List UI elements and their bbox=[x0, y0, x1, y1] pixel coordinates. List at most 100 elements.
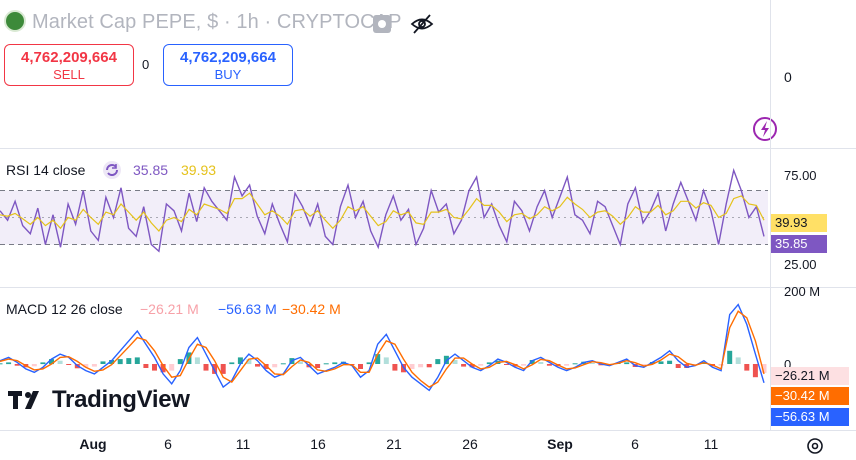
macd-value-badge: −56.63 M bbox=[771, 408, 849, 426]
tradingview-watermark[interactable]: TradingView bbox=[8, 386, 190, 414]
macd-histogram-bar bbox=[117, 359, 123, 365]
eye-hidden-icon[interactable] bbox=[410, 13, 434, 35]
macd-histogram-bar bbox=[177, 359, 183, 365]
macd-legend-macd: −56.63 M bbox=[218, 301, 277, 317]
macd-histogram-bar bbox=[744, 364, 750, 371]
tradingview-logo-icon bbox=[8, 391, 39, 409]
macd-histogram-bar bbox=[375, 354, 381, 364]
macd-histogram-bar bbox=[83, 364, 89, 368]
x-label-6-sep: 6 bbox=[631, 436, 639, 452]
macd-histogram-bar bbox=[692, 364, 698, 365]
rsi-tick-75: 75.00 bbox=[784, 168, 817, 183]
macd-histogram-bar bbox=[323, 363, 329, 365]
macd-histogram-bar bbox=[486, 362, 492, 365]
buy-label: BUY bbox=[214, 67, 242, 82]
tradingview-wordmark: TradingView bbox=[52, 386, 190, 413]
macd-histogram-bar bbox=[718, 364, 724, 366]
macd-tick-0: 0 bbox=[784, 357, 792, 372]
spread-value: 0 bbox=[142, 57, 150, 72]
macd-histogram-bar bbox=[735, 357, 741, 364]
macd-histogram-bar bbox=[246, 359, 252, 365]
time-axis-border bbox=[0, 430, 856, 431]
macd-histogram-bar bbox=[212, 364, 218, 374]
macd-histogram-bar bbox=[752, 364, 758, 378]
lightning-icon[interactable] bbox=[752, 116, 778, 142]
symbol-logo bbox=[4, 10, 26, 32]
x-label-16: 16 bbox=[310, 436, 326, 452]
macd-histogram-bar bbox=[538, 362, 544, 364]
macd-histogram-bar bbox=[169, 364, 175, 371]
x-label-21: 21 bbox=[386, 436, 402, 452]
sell-price: 4,762,209,664 bbox=[21, 49, 117, 66]
macd-histogram-bar bbox=[152, 364, 157, 371]
macd-histogram-bar bbox=[392, 364, 398, 371]
rsi-value-badge: 35.85 bbox=[771, 235, 827, 253]
macd-histogram-bar bbox=[504, 364, 509, 365]
macd-histogram-bar bbox=[452, 360, 458, 364]
sell-label: SELL bbox=[53, 67, 85, 82]
x-label-sep: Sep bbox=[547, 436, 573, 452]
price-axis-border bbox=[770, 0, 771, 430]
macd-tick-200m: 200 M bbox=[784, 284, 821, 299]
macd-histogram-bar bbox=[134, 357, 140, 364]
macd-histogram-bar bbox=[126, 358, 132, 364]
macd-histogram-bar bbox=[641, 364, 647, 366]
macd-histogram-bar bbox=[66, 364, 72, 365]
rsi-legend-value: 35.85 bbox=[133, 162, 169, 178]
macd-histogram-bar bbox=[332, 362, 338, 365]
rsi-line bbox=[0, 167, 765, 253]
pane-divider-macd[interactable] bbox=[0, 287, 856, 288]
macd-signal-line bbox=[0, 310, 765, 388]
settings-icon[interactable] bbox=[372, 14, 392, 34]
rsi-ma-badge: 39.93 bbox=[771, 214, 827, 232]
macd-histogram-bar bbox=[383, 357, 389, 364]
macd-signal-badge: −30.42 M bbox=[771, 387, 849, 405]
macd-histogram-bar bbox=[461, 364, 467, 367]
pane-divider-rsi[interactable] bbox=[0, 148, 856, 149]
macd-histogram-bar bbox=[237, 357, 243, 364]
x-label-aug: Aug bbox=[79, 436, 107, 452]
macd-histogram-bar bbox=[280, 363, 286, 365]
macd-histogram-bar bbox=[564, 364, 570, 366]
macd-histogram-bar bbox=[57, 360, 63, 364]
macd-histogram-bar bbox=[589, 363, 595, 364]
macd-histogram-bar bbox=[409, 364, 415, 369]
macd-histogram-bar bbox=[426, 364, 432, 368]
macd-histogram-bar bbox=[100, 361, 106, 364]
chart-title[interactable]: Market Cap PEPE, $ · 1h · CRYPTOCAP bbox=[32, 11, 402, 33]
buy-button[interactable]: 4,762,209,664 BUY bbox=[163, 44, 293, 86]
macd-histogram-bar bbox=[203, 364, 209, 371]
macd-histogram-bar bbox=[91, 364, 97, 367]
price-axis-zero: 0 bbox=[784, 69, 792, 85]
macd-histogram-bar bbox=[624, 362, 630, 365]
macd-histogram-bar bbox=[478, 364, 484, 366]
macd-histogram-bar bbox=[418, 364, 424, 368]
macd-histogram-bar bbox=[667, 360, 673, 364]
macd-legend-histogram: −26.21 M bbox=[140, 301, 199, 317]
macd-histogram-bar bbox=[0, 363, 3, 365]
macd-histogram-bar bbox=[358, 364, 363, 369]
macd-histogram-bar bbox=[727, 350, 733, 364]
reset-chart-icon[interactable] bbox=[805, 436, 825, 456]
rsi-legend-name[interactable]: RSI 14 close bbox=[6, 162, 86, 178]
macd-histogram-bar bbox=[366, 362, 372, 365]
macd-legend-name[interactable]: MACD 12 26 close bbox=[6, 301, 123, 317]
x-label-11: 11 bbox=[235, 436, 251, 452]
macd-histogram-bar bbox=[546, 364, 552, 366]
macd-line bbox=[0, 303, 765, 392]
rsi-ma-line bbox=[0, 192, 765, 232]
macd-histogram-bar bbox=[272, 364, 278, 368]
sell-button[interactable]: 4,762,209,664 SELL bbox=[4, 44, 134, 86]
macd-histogram-bar bbox=[572, 363, 578, 365]
refresh-icon[interactable] bbox=[102, 160, 122, 180]
macd-histogram-bar bbox=[675, 364, 681, 368]
rsi-legend-ma: 39.93 bbox=[181, 162, 217, 178]
macd-histogram-bar bbox=[684, 364, 690, 368]
macd-histogram-bar bbox=[194, 357, 200, 364]
x-label-6: 6 bbox=[164, 436, 172, 452]
x-label-11-sep: 11 bbox=[703, 436, 719, 452]
macd-histogram-bar bbox=[220, 364, 226, 374]
macd-histogram-bar bbox=[143, 364, 149, 368]
macd-histogram-bar bbox=[49, 359, 54, 365]
